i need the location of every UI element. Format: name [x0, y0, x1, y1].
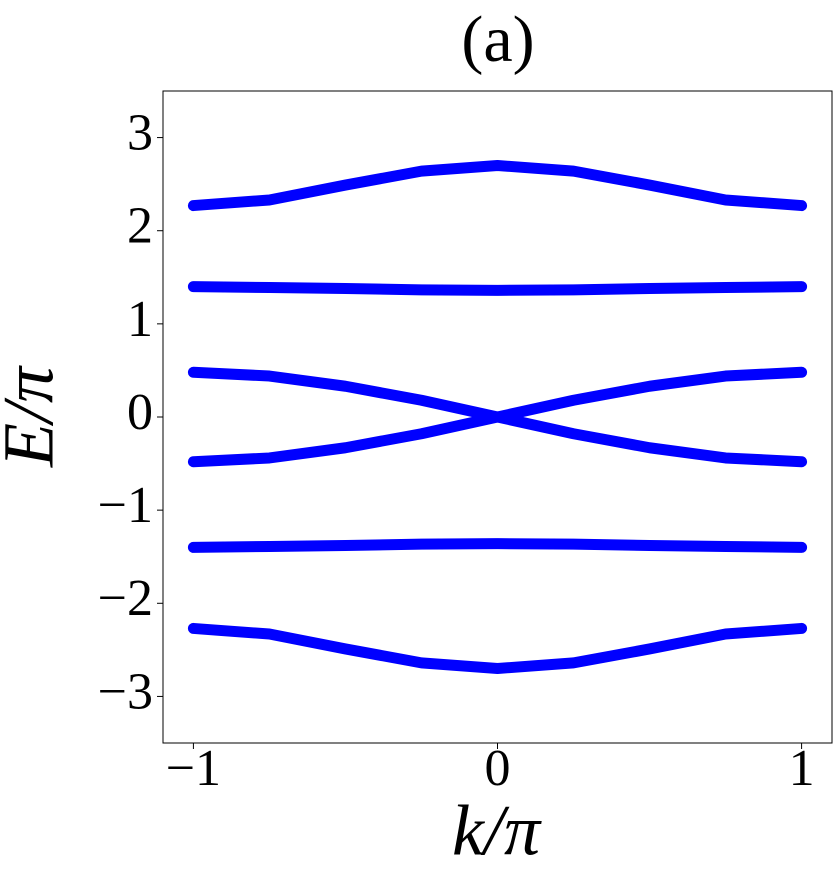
band-line [187, 538, 808, 553]
y-axis-label: E/π [0, 365, 69, 468]
band-line [187, 281, 808, 296]
x-axis-label: k/π [452, 791, 542, 871]
x-tick-label: 1 [789, 740, 815, 797]
band-line [187, 622, 808, 674]
x-tick-label: −1 [166, 740, 221, 797]
y-tick-label: 3 [127, 105, 153, 162]
x-tick-label: 0 [485, 740, 511, 797]
y-tick-label: 0 [127, 384, 153, 441]
y-tick-label: −3 [98, 663, 153, 720]
y-tick-label: −2 [98, 570, 153, 627]
y-tick-label: 2 [127, 198, 153, 255]
y-tick-label: −1 [98, 477, 153, 534]
band-line [187, 366, 808, 468]
band-line [187, 160, 808, 212]
chart-title: (a) [461, 3, 534, 76]
y-tick-label: 1 [127, 291, 153, 348]
